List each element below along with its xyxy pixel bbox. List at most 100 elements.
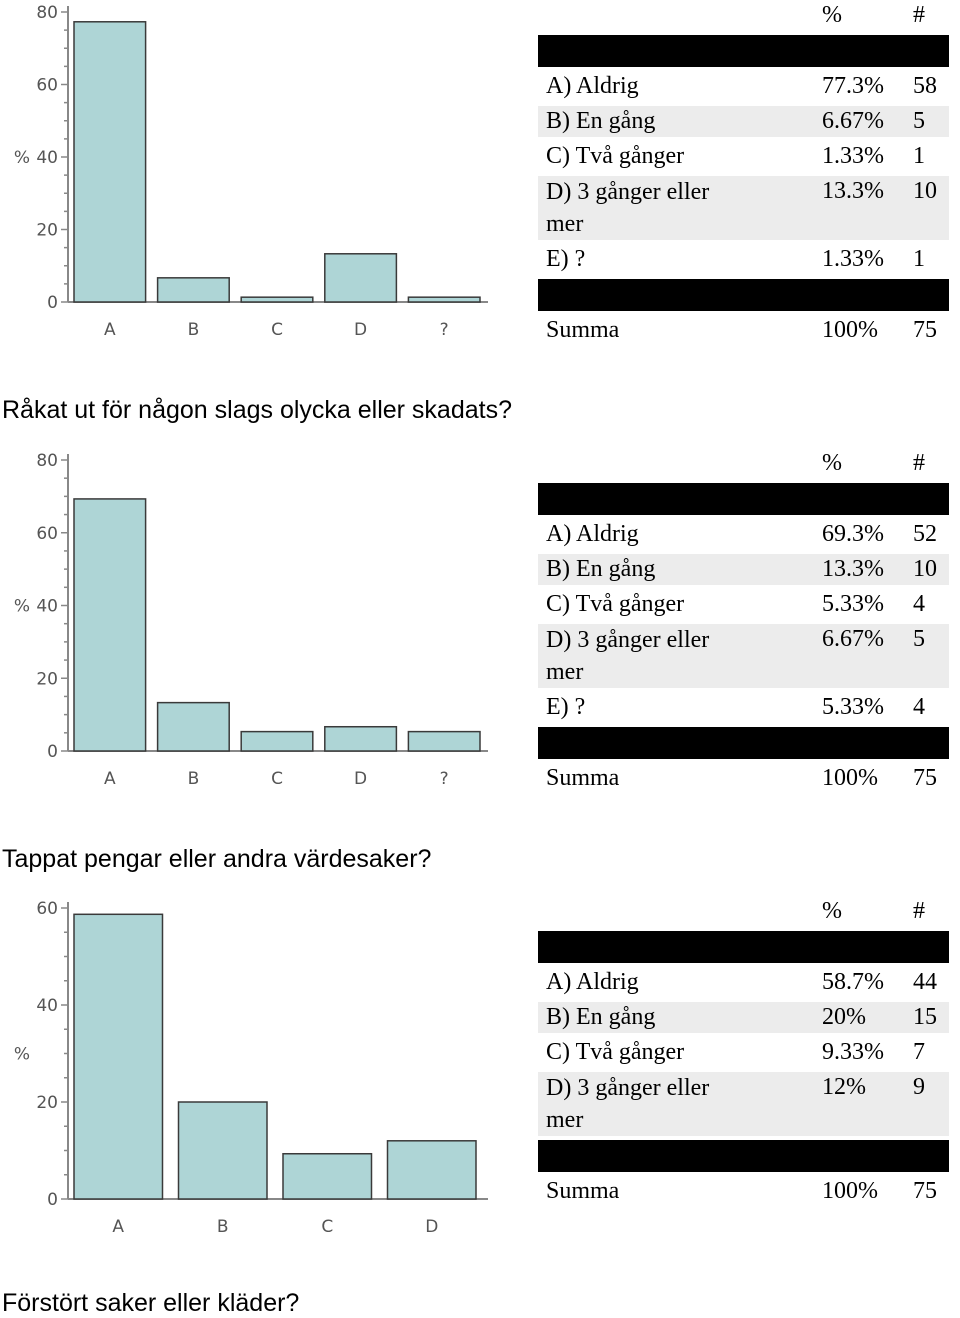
table-row: E) ? 5.33% 4 bbox=[538, 692, 949, 723]
total-percent: 100% bbox=[822, 1178, 878, 1204]
footer-divider-bar bbox=[538, 279, 949, 311]
option-count: 5 bbox=[905, 624, 949, 688]
header-divider-bar bbox=[538, 483, 949, 515]
divider-cell bbox=[538, 35, 810, 67]
x-tick-label: A bbox=[104, 320, 116, 340]
option-percent: 58.7% bbox=[822, 969, 884, 995]
header-label-cell bbox=[538, 0, 810, 31]
option-count: 10 bbox=[905, 176, 949, 240]
section-2: 0 20 40 60 80% A B C D? % # A) Aldrig 69.3% 52 B) En … bbox=[0, 448, 960, 808]
option-percent: 5.33% bbox=[822, 694, 884, 720]
header-divider-bar bbox=[538, 931, 949, 963]
footer-divider-bar bbox=[538, 1140, 949, 1172]
y-tick-label: 0 bbox=[47, 293, 58, 313]
bar-c bbox=[240, 730, 314, 752]
question-heading-4: Förstört saker eller kläder? bbox=[2, 1289, 300, 1317]
option-count: 15 bbox=[905, 1002, 949, 1033]
total-label: Summa bbox=[546, 765, 620, 791]
divider-cell bbox=[538, 931, 810, 963]
header-percent: % bbox=[822, 898, 842, 924]
header-count: # bbox=[913, 2, 925, 28]
option-percent: 5.33% bbox=[822, 591, 884, 617]
option-count: 9 bbox=[905, 1072, 949, 1136]
y-tick-label: 40 bbox=[36, 148, 58, 168]
section-3: 0 20 40 60% A B C D % # A) Aldrig 58.7% 44 B) En gån… bbox=[0, 896, 960, 1256]
x-tick-label: C bbox=[321, 1217, 333, 1237]
total-percent: 100% bbox=[822, 317, 878, 343]
option-count: 58 bbox=[913, 73, 937, 99]
header-count: # bbox=[913, 450, 925, 476]
question-heading-3: Tappat pengar eller andra värdesaker? bbox=[2, 845, 432, 873]
option-label: B) En gång bbox=[538, 554, 810, 585]
table-row: C) Två gånger 9.33% 7 bbox=[538, 1037, 949, 1068]
y-tick-label: 60 bbox=[36, 524, 58, 544]
option-count: 5 bbox=[905, 106, 949, 137]
total-row: Summa 100% 75 bbox=[538, 763, 949, 794]
header-percent: % bbox=[822, 2, 842, 28]
option-label: D) 3 gånger eller mer bbox=[538, 176, 810, 240]
y-tick-label: 0 bbox=[47, 742, 58, 762]
y-tick-label: 0 bbox=[47, 1190, 58, 1210]
divider-cell bbox=[810, 483, 905, 515]
table-row: D) 3 gånger eller mer 6.67% 5 bbox=[538, 624, 949, 688]
bar-a bbox=[73, 913, 164, 1200]
y-tick-label: 60 bbox=[36, 76, 58, 96]
bar-unknown bbox=[407, 730, 481, 752]
option-percent: 1.33% bbox=[822, 143, 884, 169]
option-percent: 13.3% bbox=[810, 554, 905, 585]
divider-cell bbox=[905, 931, 949, 963]
option-percent: 20% bbox=[810, 1002, 905, 1033]
section-1: 0 20 40 60 80% A B C D? % # A) Aldrig 77.3% 58 B) En … bbox=[0, 0, 960, 360]
option-label: C) Två gånger bbox=[546, 143, 685, 169]
divider-cell bbox=[905, 35, 949, 67]
bar-unknown bbox=[407, 296, 481, 303]
bar-chart-2: 0 20 40 60 80% A B C D? bbox=[14, 451, 488, 789]
option-label: C) Två gånger bbox=[546, 1039, 685, 1065]
total-row: Summa 100% 75 bbox=[538, 315, 949, 346]
table-row: A) Aldrig 77.3% 58 bbox=[538, 71, 949, 102]
bar-c bbox=[240, 296, 314, 303]
bar-a bbox=[73, 498, 147, 752]
table-header-row: % # bbox=[538, 0, 949, 31]
divider-cell bbox=[810, 931, 905, 963]
x-tick-label: D bbox=[354, 320, 367, 340]
table-row: D) 3 gånger eller mer 12% 9 bbox=[538, 1072, 949, 1136]
option-label: D) 3 gånger eller mer bbox=[538, 624, 810, 688]
option-count: 1 bbox=[913, 143, 925, 169]
bar-chart-3: 0 20 40 60% A B C D bbox=[14, 899, 488, 1237]
x-tick-label: B bbox=[188, 769, 200, 789]
option-percent: 6.67% bbox=[810, 106, 905, 137]
table-row: C) Två gånger 1.33% 1 bbox=[538, 141, 949, 172]
option-label: B) En gång bbox=[538, 1002, 810, 1033]
bar-b bbox=[177, 1101, 268, 1200]
y-tick-label: 80 bbox=[36, 3, 58, 23]
divider-cell bbox=[905, 483, 949, 515]
option-percent: 77.3% bbox=[822, 73, 884, 99]
divider-cell bbox=[905, 727, 949, 759]
bar-a bbox=[73, 21, 147, 303]
x-tick-label: B bbox=[217, 1217, 229, 1237]
table-row: B) En gång 20% 15 bbox=[538, 1002, 949, 1033]
x-tick-label: D bbox=[354, 769, 367, 789]
bar-d bbox=[324, 253, 398, 303]
divider-cell bbox=[810, 279, 905, 311]
header-percent: % bbox=[822, 450, 842, 476]
table-header-row: % # bbox=[538, 448, 949, 479]
option-count: 10 bbox=[905, 554, 949, 585]
divider-cell bbox=[538, 279, 810, 311]
y-tick-label: 60 bbox=[36, 899, 58, 919]
question-heading-2: Råkat ut för någon slags olycka eller sk… bbox=[2, 396, 512, 424]
option-count: 1 bbox=[913, 246, 925, 272]
option-percent: 1.33% bbox=[822, 246, 884, 272]
y-axis-label: % bbox=[14, 1045, 30, 1065]
y-tick-label: 20 bbox=[36, 221, 58, 241]
y-tick-label: 20 bbox=[36, 1093, 58, 1113]
y-tick-label: 40 bbox=[36, 996, 58, 1016]
total-count: 75 bbox=[913, 765, 937, 791]
x-tick-label: A bbox=[104, 769, 116, 789]
header-label-cell bbox=[538, 448, 810, 479]
divider-cell bbox=[810, 727, 905, 759]
results-table-2: % # A) Aldrig 69.3% 52 B) En gång 13.3% 10 C) Tv… bbox=[538, 444, 949, 798]
x-tick-label: C bbox=[271, 769, 283, 789]
option-label: D) 3 gånger eller mer bbox=[538, 1072, 810, 1136]
